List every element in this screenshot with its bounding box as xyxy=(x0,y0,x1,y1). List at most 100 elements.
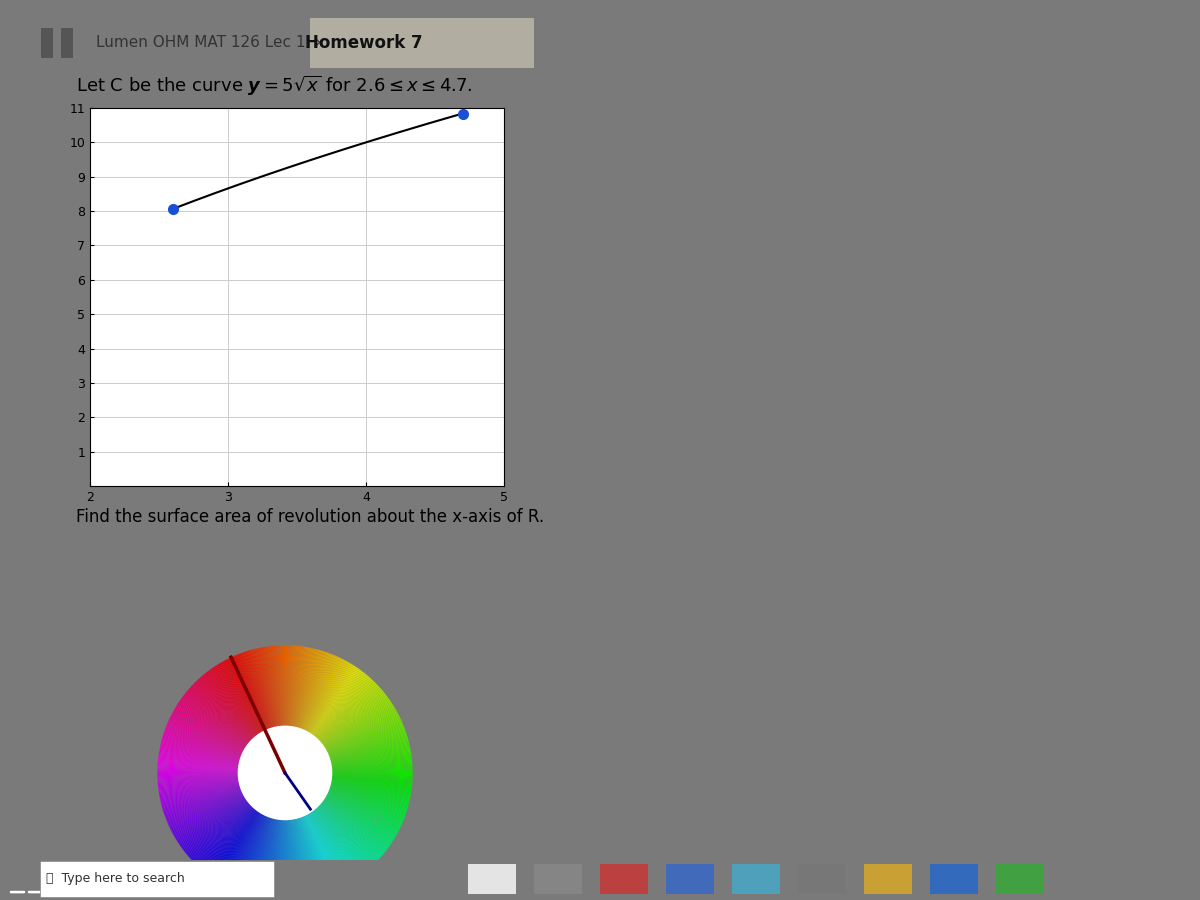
Wedge shape xyxy=(326,793,401,829)
Wedge shape xyxy=(331,777,412,785)
Wedge shape xyxy=(269,646,280,726)
Text: Find the surface area of revolution about the x-axis of R.: Find the surface area of revolution abou… xyxy=(76,508,544,526)
Wedge shape xyxy=(158,755,239,767)
Wedge shape xyxy=(316,807,371,868)
Wedge shape xyxy=(157,776,239,783)
Wedge shape xyxy=(245,652,270,729)
Wedge shape xyxy=(209,670,258,735)
Wedge shape xyxy=(166,789,241,819)
Wedge shape xyxy=(331,776,413,783)
Wedge shape xyxy=(289,646,298,726)
Wedge shape xyxy=(329,729,406,758)
Wedge shape xyxy=(196,806,253,865)
Wedge shape xyxy=(299,651,323,728)
Wedge shape xyxy=(162,737,240,760)
Wedge shape xyxy=(168,791,242,824)
Wedge shape xyxy=(194,806,252,864)
Wedge shape xyxy=(298,817,322,896)
Wedge shape xyxy=(289,819,299,900)
Wedge shape xyxy=(331,770,413,772)
Wedge shape xyxy=(313,809,365,874)
Wedge shape xyxy=(295,818,313,897)
Wedge shape xyxy=(288,819,294,900)
Wedge shape xyxy=(288,819,295,900)
Wedge shape xyxy=(163,788,241,814)
Wedge shape xyxy=(160,748,239,764)
Wedge shape xyxy=(206,671,257,736)
Wedge shape xyxy=(197,806,253,867)
Wedge shape xyxy=(331,765,413,770)
Wedge shape xyxy=(306,814,344,886)
Wedge shape xyxy=(301,816,331,892)
Wedge shape xyxy=(301,816,330,893)
Wedge shape xyxy=(296,818,317,896)
Wedge shape xyxy=(290,819,300,900)
Wedge shape xyxy=(202,808,254,870)
Wedge shape xyxy=(331,755,412,767)
Wedge shape xyxy=(168,720,242,754)
Wedge shape xyxy=(287,820,289,900)
Wedge shape xyxy=(325,706,395,749)
Bar xyxy=(732,864,780,894)
Wedge shape xyxy=(319,805,378,860)
Wedge shape xyxy=(308,813,349,884)
Wedge shape xyxy=(331,780,410,795)
Wedge shape xyxy=(232,815,265,889)
Wedge shape xyxy=(288,820,293,900)
Wedge shape xyxy=(328,719,401,753)
Wedge shape xyxy=(214,667,259,734)
Wedge shape xyxy=(325,710,397,751)
Wedge shape xyxy=(330,783,410,800)
Wedge shape xyxy=(331,759,412,768)
Bar xyxy=(930,864,978,894)
Wedge shape xyxy=(179,700,246,747)
Wedge shape xyxy=(209,810,258,877)
Wedge shape xyxy=(158,756,239,767)
Wedge shape xyxy=(310,663,352,733)
Wedge shape xyxy=(197,806,253,866)
Wedge shape xyxy=(174,709,245,750)
Wedge shape xyxy=(324,701,391,747)
Wedge shape xyxy=(329,728,404,757)
Wedge shape xyxy=(287,820,292,900)
Wedge shape xyxy=(211,669,258,735)
Wedge shape xyxy=(211,668,258,734)
Wedge shape xyxy=(324,799,391,845)
Wedge shape xyxy=(298,650,320,728)
Wedge shape xyxy=(312,668,359,734)
Wedge shape xyxy=(320,804,382,858)
Wedge shape xyxy=(317,806,374,865)
Wedge shape xyxy=(293,647,308,727)
Wedge shape xyxy=(158,778,239,787)
Wedge shape xyxy=(158,753,239,766)
Wedge shape xyxy=(178,703,246,748)
Wedge shape xyxy=(316,676,368,738)
Wedge shape xyxy=(164,730,241,758)
Wedge shape xyxy=(163,787,241,813)
Wedge shape xyxy=(162,786,240,808)
Wedge shape xyxy=(173,796,245,835)
Wedge shape xyxy=(302,654,332,730)
Wedge shape xyxy=(331,756,412,767)
Wedge shape xyxy=(313,670,362,735)
Wedge shape xyxy=(205,809,256,873)
Wedge shape xyxy=(331,780,412,794)
Wedge shape xyxy=(287,645,290,726)
Wedge shape xyxy=(322,695,386,745)
Wedge shape xyxy=(214,812,259,879)
Wedge shape xyxy=(310,813,352,882)
Wedge shape xyxy=(289,645,296,726)
Wedge shape xyxy=(305,658,341,731)
Wedge shape xyxy=(329,787,407,813)
Wedge shape xyxy=(157,772,239,773)
Wedge shape xyxy=(168,792,242,826)
Wedge shape xyxy=(244,652,270,729)
Wedge shape xyxy=(266,646,278,727)
Wedge shape xyxy=(302,654,334,730)
Wedge shape xyxy=(331,781,410,797)
Wedge shape xyxy=(222,662,263,733)
Wedge shape xyxy=(181,697,247,745)
Wedge shape xyxy=(250,650,272,728)
Wedge shape xyxy=(325,708,396,750)
Wedge shape xyxy=(233,656,266,730)
